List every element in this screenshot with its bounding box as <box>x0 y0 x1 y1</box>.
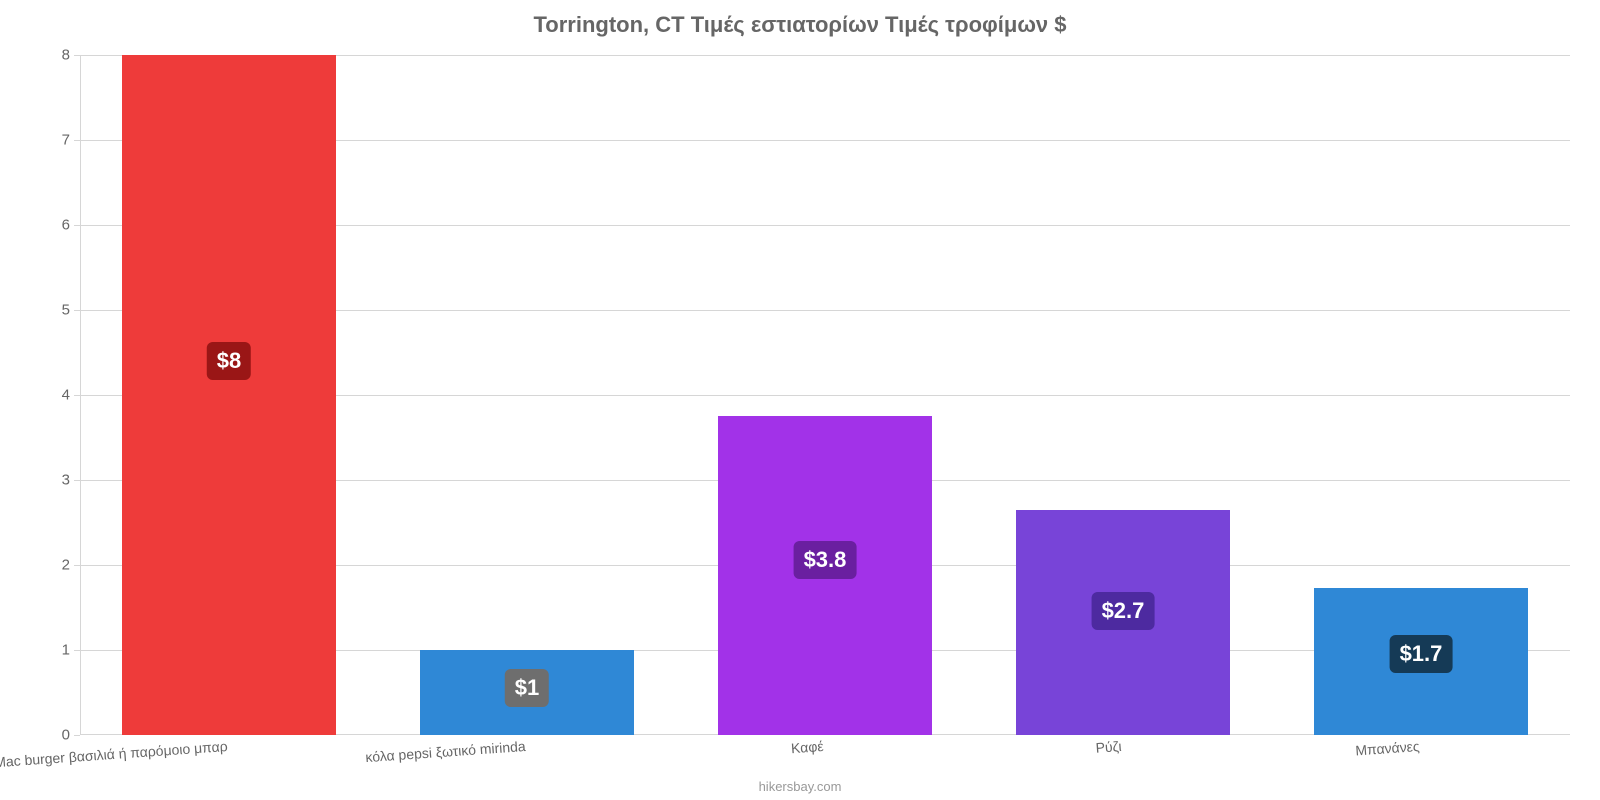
y-tick-label: 0 <box>20 727 80 744</box>
y-tick-label: 1 <box>20 642 80 659</box>
y-tick-label: 3 <box>20 472 80 489</box>
bar: $2.7 <box>1016 510 1231 735</box>
chart-container: Torrington, CT Τιμές εστιατορίων Τιμές τ… <box>0 0 1600 800</box>
y-tick-label: 7 <box>20 132 80 149</box>
bars-group: $8 $1 $3.8 $2.7 $1.7 <box>80 55 1570 735</box>
bar-value-label: $1.7 <box>1390 635 1453 673</box>
bar-value-label: $1 <box>505 669 549 707</box>
y-tick-label: 8 <box>20 47 80 64</box>
plot-area: 012345678 $8$1$3.8$2.7$1.7 <box>80 55 1570 735</box>
bar-value-label: $8 <box>207 342 251 380</box>
bar-value-label: $2.7 <box>1092 592 1155 630</box>
x-axis-label: Ρύζι <box>1095 738 1122 756</box>
y-tick-label: 6 <box>20 217 80 234</box>
x-axis-label: κόλα pepsi ξωτικό mirinda <box>365 738 526 765</box>
bar: $1 <box>420 650 635 735</box>
bar: $8 <box>122 55 337 735</box>
bar: $3.8 <box>718 416 933 735</box>
y-tick-label: 5 <box>20 302 80 319</box>
x-axis-label: Καφέ <box>790 738 824 756</box>
x-axis-label: Μπανάνες <box>1355 738 1420 758</box>
bar: $1.7 <box>1314 588 1529 735</box>
credit-text: hikersbay.com <box>0 779 1600 794</box>
bar-value-label: $3.8 <box>794 541 857 579</box>
y-tick-label: 4 <box>20 387 80 404</box>
y-tick-label: 2 <box>20 557 80 574</box>
chart-title: Torrington, CT Τιμές εστιατορίων Τιμές τ… <box>0 0 1600 38</box>
